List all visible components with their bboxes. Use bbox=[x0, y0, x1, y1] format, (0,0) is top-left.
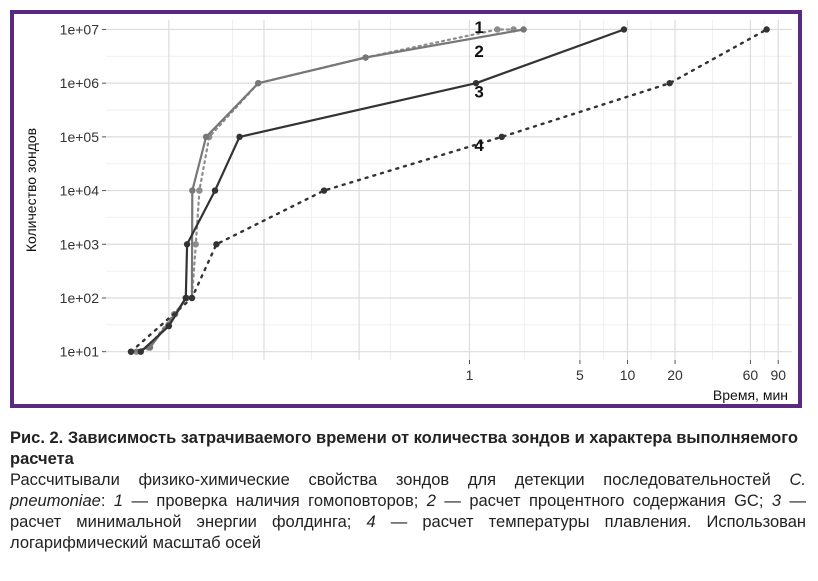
series-point-4 bbox=[213, 241, 220, 248]
chart: 1e+01 1e+02 1e+03 1e+04 1e+05 1e+06 1e+07 1 5 10 2… bbox=[23, 18, 792, 403]
x-tick-label: 5 bbox=[576, 367, 584, 383]
y-tick-label: 1e+05 bbox=[60, 129, 100, 145]
figure-caption: Рис. 2. Зависимость затрачиваемого време… bbox=[10, 428, 806, 554]
y-tick-label: 1e+03 bbox=[60, 236, 100, 252]
series-point-3 bbox=[236, 133, 243, 141]
series-line-3 bbox=[139, 28, 626, 353]
series-point-3 bbox=[211, 187, 219, 194]
caption-segment: C. pneumoniae bbox=[10, 471, 806, 510]
y-tick-label: 1e+02 bbox=[60, 290, 100, 306]
caption-segment: 3 bbox=[771, 492, 782, 510]
series-label-3: 3 bbox=[474, 82, 483, 101]
caption-segment: — проверка наличия гомоповторов; bbox=[123, 492, 427, 510]
series-point-3 bbox=[137, 348, 144, 355]
series-point-2 bbox=[202, 133, 210, 141]
series-label-2: 2 bbox=[474, 42, 483, 61]
x-tick-label: 1 bbox=[466, 367, 474, 383]
series-point-4 bbox=[127, 348, 135, 355]
series-point-3 bbox=[620, 26, 628, 33]
caption-segment: : bbox=[100, 492, 114, 510]
x-tick-label: 20 bbox=[667, 367, 683, 383]
y-tick-label: 1e+06 bbox=[60, 75, 100, 91]
y-tick-label: 1e+01 bbox=[60, 344, 100, 360]
x-axis-label: Время, мин bbox=[713, 387, 788, 403]
caption-segment: — расчет температуры плавления. Использо… bbox=[10, 513, 807, 552]
series-point-1 bbox=[494, 26, 501, 33]
series-point-3 bbox=[183, 241, 191, 248]
caption-body: Рассчитывали физико-химические свойства … bbox=[10, 470, 806, 554]
series-point-4 bbox=[763, 26, 770, 33]
series-point-3 bbox=[182, 294, 190, 302]
series-point-2 bbox=[189, 187, 196, 194]
series-point-3 bbox=[472, 79, 480, 87]
series-point-2 bbox=[255, 79, 262, 87]
series-label-1: 1 bbox=[474, 18, 483, 37]
x-tick-label: 60 bbox=[743, 367, 759, 383]
y-tick-label: 1e+04 bbox=[60, 183, 100, 199]
series-point-2 bbox=[520, 26, 527, 33]
series-label-4: 4 bbox=[474, 136, 484, 155]
caption-segment: — расчет минимальной энергии фолдинга; bbox=[10, 492, 806, 531]
caption-segment: Рассчитывали физико-химические свойства … bbox=[10, 471, 790, 489]
series-point-3 bbox=[165, 322, 173, 330]
x-tick-label: 10 bbox=[620, 367, 636, 383]
figure-frame: 1e+01 1e+02 1e+03 1e+04 1e+05 1e+06 1e+07 1 5 10 2… bbox=[10, 10, 802, 408]
series-point-4 bbox=[498, 133, 505, 141]
series-point-1 bbox=[192, 241, 199, 248]
caption-segment: 2 bbox=[426, 492, 436, 510]
caption-segment: 1 bbox=[113, 492, 124, 510]
x-tick-label: 90 bbox=[770, 367, 786, 383]
y-tick-label: 1e+07 bbox=[60, 21, 100, 37]
series-point-4 bbox=[188, 294, 196, 302]
series-point-1 bbox=[196, 187, 203, 194]
series-point-4 bbox=[666, 79, 673, 87]
caption-segment: — расчет процентного со­держания GC; bbox=[435, 492, 772, 510]
series-point-2 bbox=[362, 54, 369, 61]
y-axis-label: Количество зондов bbox=[23, 128, 39, 252]
caption-segment: 4 bbox=[366, 513, 376, 531]
caption-title: Рис. 2. Зависимость затрачиваемого време… bbox=[10, 429, 798, 468]
series-point-4 bbox=[320, 187, 328, 194]
